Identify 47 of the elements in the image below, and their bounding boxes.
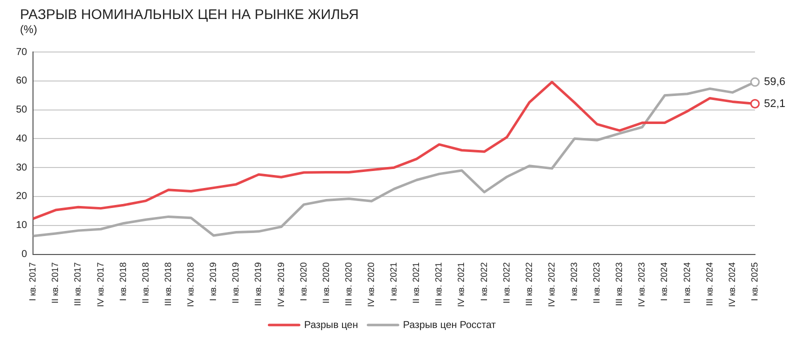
x-tick-label: IV кв. 2017 bbox=[95, 262, 106, 308]
y-tick-label: 30 bbox=[16, 162, 28, 174]
x-tick-label: II кв. 2018 bbox=[140, 262, 150, 304]
data-label: 52,1 bbox=[764, 98, 786, 110]
x-tick-label: I кв. 2022 bbox=[478, 262, 489, 302]
x-tick-label: III кв. 2019 bbox=[253, 262, 264, 306]
x-tick-label: III кв. 2017 bbox=[72, 262, 83, 306]
chart-title: РАЗРЫВ НОМИНАЛЬНЫХ ЦЕН НА РЫНКЕ ЖИЛЬЯ bbox=[20, 6, 359, 22]
x-tick-label: I кв. 2021 bbox=[388, 262, 399, 302]
legend-label: Разрыв цен bbox=[304, 320, 358, 331]
x-tick-label: III кв. 2024 bbox=[704, 262, 714, 306]
x-tick-label: I кв. 2025 bbox=[749, 262, 760, 302]
y-tick-label: 60 bbox=[16, 76, 28, 87]
x-tick-label: II кв. 2017 bbox=[50, 262, 60, 304]
data-label: 59,6 bbox=[764, 76, 786, 88]
x-tick-label: IV кв. 2023 bbox=[636, 262, 647, 308]
x-tick-label: I кв. 2024 bbox=[659, 262, 670, 302]
y-tick-label: 40 bbox=[16, 133, 28, 144]
x-tick-label: IV кв. 2019 bbox=[276, 262, 286, 308]
y-tick-label: 20 bbox=[16, 191, 28, 202]
x-tick-label: IV кв. 2018 bbox=[186, 262, 196, 308]
x-tick-label: IV кв. 2024 bbox=[726, 262, 737, 308]
y-tick-label: 10 bbox=[16, 220, 28, 232]
x-tick-label: III кв. 2023 bbox=[614, 262, 624, 306]
y-axis-title: (%) bbox=[20, 24, 38, 36]
x-tick-label: II кв. 2024 bbox=[682, 262, 692, 304]
y-tick-label: 50 bbox=[16, 104, 28, 116]
x-tick-label: I кв. 2018 bbox=[118, 262, 128, 302]
legend-label: Разрыв цен Росстат bbox=[403, 320, 496, 331]
x-tick-label: II кв. 2020 bbox=[320, 262, 331, 304]
x-tick-label: I кв. 2019 bbox=[208, 262, 218, 302]
x-tick-label: II кв. 2022 bbox=[501, 262, 512, 304]
x-tick-label: III кв. 2020 bbox=[343, 262, 354, 306]
x-tick-label: IV кв. 2021 bbox=[456, 262, 466, 308]
x-tick-label: II кв. 2019 bbox=[230, 262, 241, 304]
x-tick-label: I кв. 2017 bbox=[28, 262, 38, 302]
x-tick-label: II кв. 2021 bbox=[411, 262, 422, 304]
x-tick-label: I кв. 2023 bbox=[569, 262, 580, 302]
x-tick-label: I кв. 2020 bbox=[298, 262, 308, 302]
x-tick-label: III кв. 2018 bbox=[162, 262, 173, 306]
y-tick-label: 70 bbox=[16, 46, 28, 58]
x-tick-label: IV кв. 2022 bbox=[546, 262, 556, 308]
x-tick-label: III кв. 2021 bbox=[434, 262, 444, 306]
x-tick-label: IV кв. 2020 bbox=[366, 262, 376, 308]
x-tick-label: III кв. 2022 bbox=[524, 262, 534, 306]
y-tick-label: 0 bbox=[22, 249, 28, 260]
x-tick-label: II кв. 2023 bbox=[592, 262, 602, 304]
